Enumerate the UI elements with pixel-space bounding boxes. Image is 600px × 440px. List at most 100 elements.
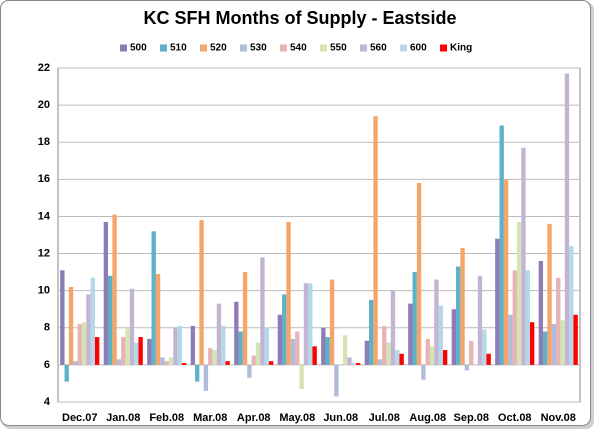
bar	[242, 272, 248, 365]
bar	[508, 314, 513, 365]
x-tick-label: Dec.07	[62, 412, 97, 424]
bar	[390, 290, 396, 365]
bar	[312, 346, 317, 365]
legend-label: 530	[250, 43, 267, 54]
bar	[499, 125, 504, 365]
bar	[208, 348, 213, 365]
bar	[160, 357, 165, 365]
x-tick-label: Apr.08	[237, 412, 271, 424]
legend-label: 540	[290, 43, 307, 54]
bar	[181, 363, 187, 365]
y-tick-label: 12	[38, 247, 50, 259]
bar	[212, 350, 217, 365]
bar	[525, 270, 530, 365]
bar	[334, 364, 339, 397]
bar	[364, 340, 370, 365]
y-tick-label: 16	[38, 173, 50, 185]
bar	[408, 303, 413, 365]
bar	[60, 270, 65, 365]
y-tick-label: 20	[38, 99, 50, 111]
frame	[0, 0, 591, 426]
bar	[77, 324, 82, 365]
bar	[225, 361, 230, 365]
bar	[129, 288, 135, 365]
bar	[377, 359, 383, 365]
bar	[347, 357, 352, 365]
y-tick-label: 4	[44, 396, 51, 408]
bar	[569, 246, 574, 365]
y-tick-label: 10	[38, 285, 50, 297]
bar	[164, 361, 169, 365]
bar	[425, 338, 430, 365]
bar	[321, 327, 326, 365]
bar	[456, 266, 461, 365]
bar	[177, 325, 182, 365]
bar	[438, 305, 443, 365]
bar	[68, 286, 74, 365]
bar	[64, 364, 69, 382]
bar	[342, 335, 348, 365]
x-tick-label: Jun.08	[323, 412, 358, 424]
bar	[325, 337, 330, 365]
bar	[238, 331, 243, 365]
bar	[521, 147, 526, 365]
bar	[538, 260, 544, 365]
x-tick-label: Jul.08	[369, 412, 400, 424]
bar	[86, 294, 91, 365]
x-tick-label: May.08	[279, 412, 315, 424]
bar	[282, 294, 287, 365]
legend-label: King	[450, 43, 472, 54]
bar	[134, 342, 139, 365]
bar	[286, 222, 291, 365]
bar	[251, 355, 256, 365]
y-tick-label: 14	[38, 210, 51, 222]
legend-swatch	[360, 44, 367, 52]
bar	[303, 283, 309, 365]
bar	[73, 361, 78, 365]
bar	[247, 364, 252, 378]
x-tick-label: Sep.08	[454, 412, 489, 424]
bar	[469, 340, 474, 365]
legend-label: 500	[130, 43, 147, 54]
bar	[351, 363, 356, 365]
bar	[543, 331, 548, 365]
bar	[94, 337, 100, 365]
bar	[551, 324, 557, 365]
bar	[395, 350, 400, 365]
bar	[203, 364, 209, 391]
legend-swatch	[400, 44, 407, 52]
legend-label: 560	[370, 43, 387, 54]
legend-swatch	[440, 44, 447, 52]
bar	[260, 257, 265, 365]
bar	[451, 309, 457, 365]
bar	[268, 361, 274, 365]
bar	[460, 247, 465, 365]
bar	[373, 116, 378, 365]
bar	[125, 327, 130, 365]
bar	[421, 364, 426, 380]
bar	[112, 214, 117, 365]
bar	[168, 357, 174, 365]
bar	[560, 320, 565, 365]
bar	[199, 220, 204, 365]
bar	[482, 329, 487, 365]
bar	[564, 73, 570, 365]
x-tick-label: Feb.08	[149, 412, 184, 424]
bar	[290, 338, 296, 365]
bar	[516, 222, 522, 365]
bar	[147, 338, 152, 365]
y-tick-label: 8	[44, 322, 50, 334]
legend-swatch	[200, 44, 207, 52]
bar	[464, 364, 470, 371]
bar	[234, 301, 239, 365]
bar	[486, 353, 491, 365]
bar	[412, 272, 417, 365]
legend-label: 600	[410, 43, 427, 54]
bar	[399, 353, 404, 365]
bar	[355, 363, 361, 365]
bar	[255, 342, 261, 365]
bar	[308, 283, 313, 365]
bar	[277, 314, 283, 365]
bar	[386, 342, 391, 365]
x-tick-label: Oct.08	[498, 412, 532, 424]
